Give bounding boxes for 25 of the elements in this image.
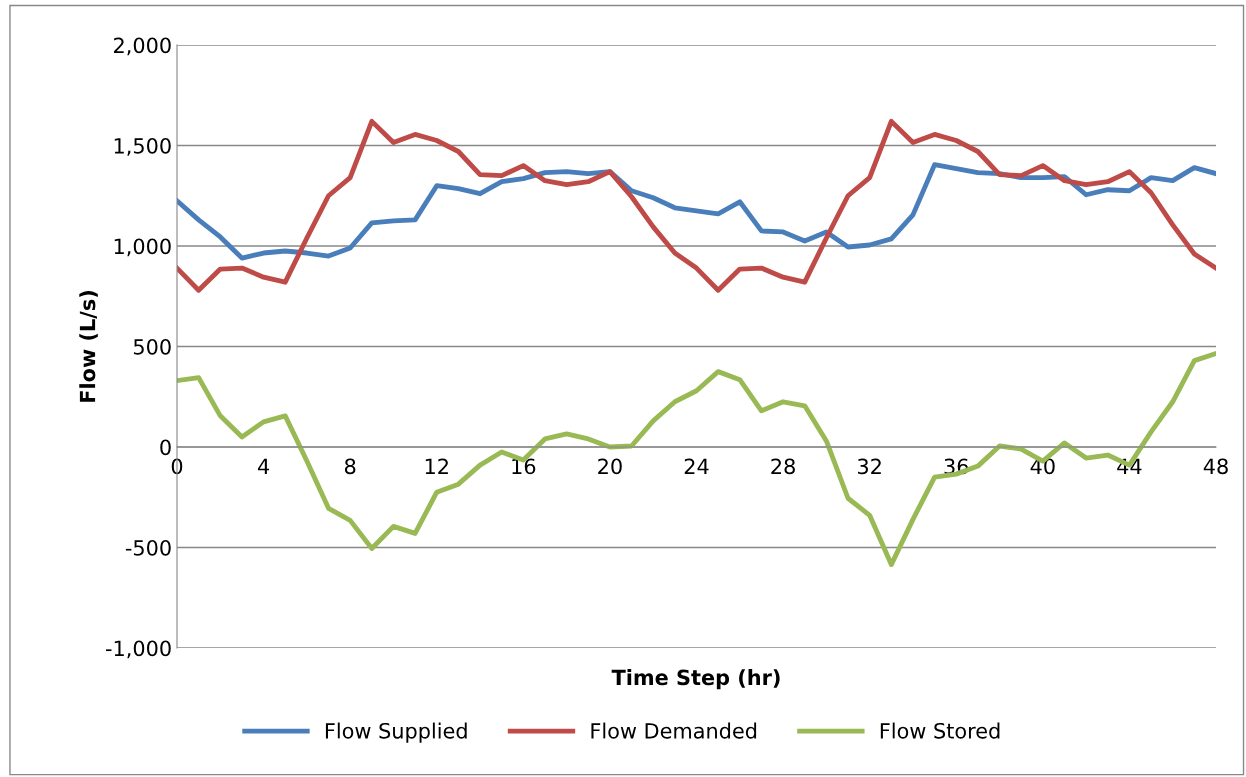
x-tick-label: 8 (344, 458, 356, 475)
x-tick-label: 48 (1203, 458, 1228, 475)
x-axis-title: Time Step (hr) (611, 669, 780, 690)
y-tick-label: -1,000 (106, 640, 171, 659)
legend-label: Flow Demanded (591, 722, 757, 739)
x-tick-label: 24 (684, 458, 709, 474)
x-tick-label: 32 (858, 458, 881, 475)
x-tick-label: 28 (771, 458, 795, 475)
line-series (177, 162, 1216, 261)
legend-label: Flow Stored (880, 722, 1000, 739)
y-tick-label: 2,000 (114, 37, 171, 56)
x-tick-label: 0 (171, 458, 183, 475)
y-tick-label: 0 (160, 439, 171, 456)
y-tick-label: 500 (133, 338, 171, 355)
line-series (177, 118, 1216, 293)
y-axis-title: Flow (L/s) (79, 291, 98, 402)
y-tick-label: 1,500 (114, 137, 171, 156)
y-tick-label: -500 (125, 539, 171, 556)
x-tick-label: 16 (512, 458, 536, 475)
x-tick-label: 20 (598, 458, 622, 475)
x-tick-label: 40 (1030, 458, 1055, 475)
legend-label: Flow Supplied (325, 722, 467, 743)
x-tick-label: 4 (257, 458, 270, 474)
x-tick-label: 12 (425, 458, 448, 474)
y-tick-label: 1,000 (114, 238, 171, 257)
